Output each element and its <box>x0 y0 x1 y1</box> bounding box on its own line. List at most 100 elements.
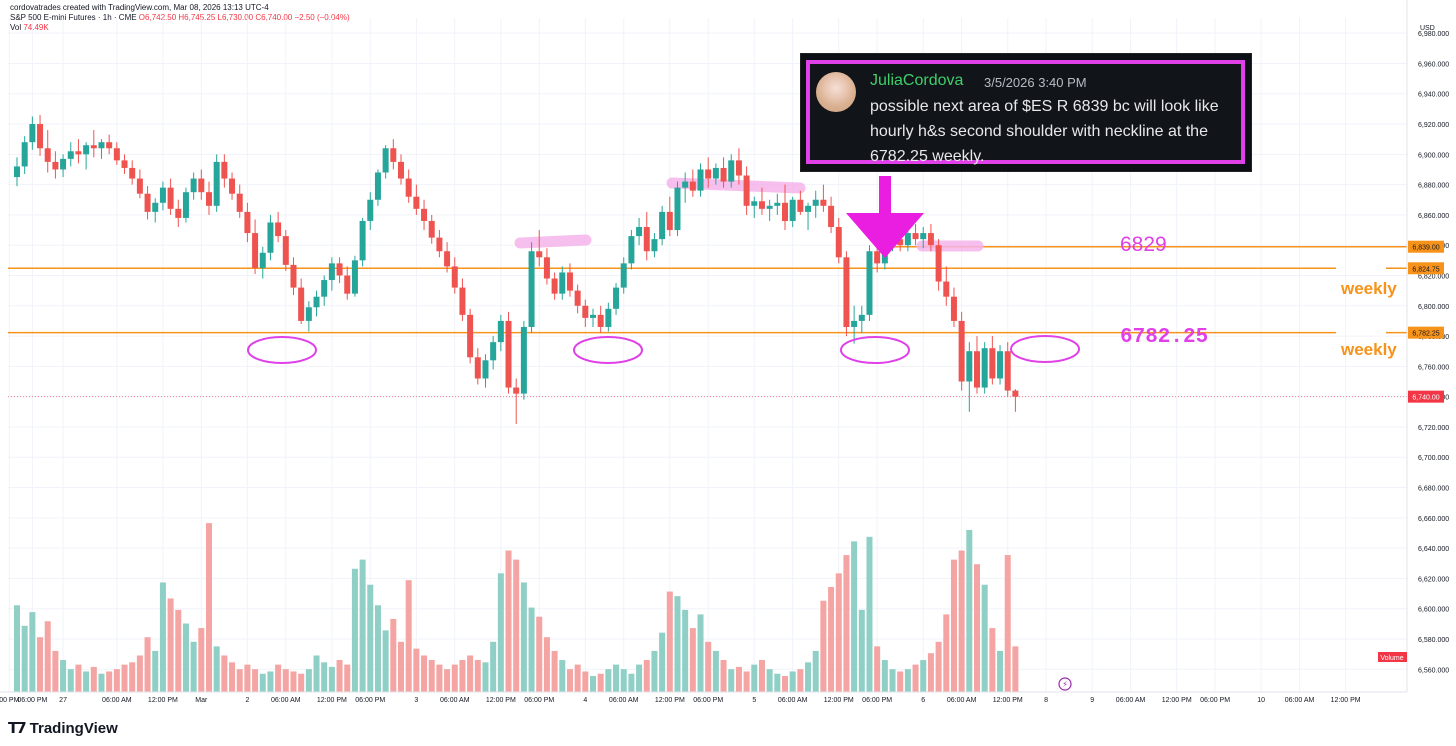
price-axis[interactable]: 6,980.000 6,960.000 6,940.000 6,920.000 6,90… <box>1406 0 1449 692</box>
level-678225-label: 6782.25 <box>1120 326 1208 349</box>
candle-body <box>958 320 965 382</box>
candle-body <box>720 167 727 182</box>
volume-bar <box>828 587 835 692</box>
volume-bar <box>106 671 113 692</box>
price-tag-label: 6,824.75 <box>1412 266 1439 273</box>
volume-bar <box>90 666 97 692</box>
candle-body <box>467 314 474 358</box>
symbol-name[interactable]: S&P 500 E-mini Futures · 1h · CME <box>10 13 137 22</box>
volume-bar <box>766 669 773 692</box>
price-tag-label: 6,839.00 <box>1412 245 1439 252</box>
candle-body <box>474 357 481 379</box>
candle-body <box>774 202 781 206</box>
magenta-ellipses <box>247 335 1080 364</box>
volume-bar <box>989 628 996 692</box>
candle-body <box>190 178 197 193</box>
volume-bar <box>413 648 420 692</box>
volume-bar <box>720 660 727 692</box>
volume-bar <box>590 676 596 692</box>
price-tick-label: 6,920.000 <box>1418 122 1449 129</box>
volume-bar <box>758 660 765 692</box>
candle-body <box>374 172 381 200</box>
volume-bar <box>60 660 67 692</box>
candle-body <box>528 251 535 327</box>
volume-bar <box>428 660 435 692</box>
candle-body <box>758 201 765 209</box>
price-tick-label: 6,680.000 <box>1418 486 1449 493</box>
volume-bar <box>774 673 781 692</box>
tradingview-logo-icon: 𝗧𝟳 <box>8 720 27 737</box>
highlight-ellipse <box>1010 335 1080 363</box>
candle-body <box>997 351 1004 379</box>
volume-bar <box>958 550 965 692</box>
volume-bar <box>213 646 220 692</box>
time-tick-label: 12:00 PM <box>486 697 516 704</box>
time-tick-label: 06:00 AM <box>778 697 808 704</box>
volume-bar <box>444 669 451 692</box>
candle-body <box>90 145 97 149</box>
candle-body <box>943 281 950 297</box>
candle-body <box>244 211 251 234</box>
candle-body <box>67 151 74 159</box>
candle-body <box>106 142 113 149</box>
volume-bar <box>874 646 881 692</box>
volume-bar <box>574 664 581 692</box>
candle-body <box>367 199 374 221</box>
candle-body <box>766 205 773 209</box>
candle-body <box>666 211 673 231</box>
price-tick-label: 6,760.000 <box>1418 364 1449 371</box>
time-tick-label: 2 <box>245 697 249 704</box>
volume-bar <box>121 664 128 692</box>
price-tag <box>1408 326 1444 339</box>
volume-bar <box>835 573 842 692</box>
time-tick-label: 9 <box>1090 697 1094 704</box>
candle-body <box>282 236 289 265</box>
candle-body <box>735 160 742 176</box>
candle-body <box>98 142 105 149</box>
time-tick-label: 06:00 AM <box>1285 697 1315 704</box>
candle-body <box>620 263 627 288</box>
candle-body <box>559 272 566 294</box>
volume-bar <box>620 669 627 692</box>
candle-body <box>413 196 420 209</box>
candle-body <box>651 239 658 252</box>
volume-bar <box>405 580 412 692</box>
volume-bar <box>705 641 712 692</box>
volume-bar <box>935 641 942 692</box>
time-tick-label: 12:00 PM <box>824 697 854 704</box>
down-arrow-icon <box>846 176 924 258</box>
candle-body <box>267 222 274 253</box>
volume-value: 74.49K <box>23 23 49 32</box>
tradingview-logo[interactable]: 𝗧𝟳 TradingView <box>8 719 118 738</box>
level-6829-label: 6829 <box>1120 233 1167 256</box>
candle-body <box>298 287 305 321</box>
weekly-upper-label: weekly <box>1340 279 1397 298</box>
candle-body <box>490 342 497 361</box>
candle-body <box>820 199 827 206</box>
volume-bar <box>651 650 658 692</box>
candle-body <box>866 251 873 315</box>
candle-body <box>805 205 812 212</box>
lightning-icon[interactable]: ⚡ <box>1058 677 1072 691</box>
price-tick-label: 6,900.000 <box>1418 152 1449 159</box>
time-tick-label: 06:00 AM <box>947 697 977 704</box>
candle-body <box>444 251 451 267</box>
volume-bar <box>897 671 904 692</box>
candle-body <box>566 272 573 291</box>
candle-body <box>812 199 819 206</box>
volume-bar <box>536 616 543 692</box>
volume-bar <box>866 536 873 692</box>
candle-body <box>428 220 435 238</box>
volume-bar <box>843 555 850 692</box>
time-tick-label: 00 PM <box>0 697 20 704</box>
volume-bar <box>436 664 443 692</box>
candle-body <box>175 208 182 218</box>
candle-body <box>21 142 28 167</box>
volume-bar <box>459 660 466 692</box>
volume-bar <box>305 669 312 692</box>
candle-body <box>520 326 527 394</box>
volume-bar <box>37 637 44 692</box>
volume-bar <box>559 660 566 692</box>
